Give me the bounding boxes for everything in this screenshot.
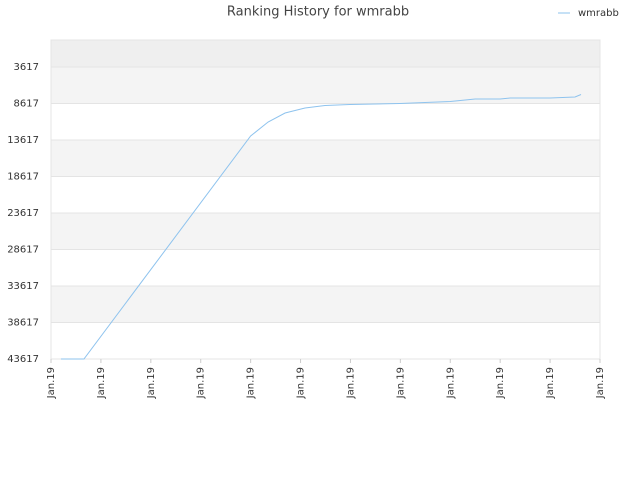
- x-tick-label: Jan.19: [146, 367, 157, 399]
- x-tick-label: Jan.19: [196, 367, 207, 399]
- band: [51, 176, 600, 214]
- x-tick-label: Jan.19: [46, 367, 57, 399]
- x-tick-label: Jan.19: [246, 367, 257, 399]
- y-tick-label: 23617: [7, 208, 39, 219]
- y-tick-label: 43617: [7, 354, 39, 365]
- y-tick-label: 13617: [7, 135, 39, 146]
- chart-title: Ranking History for wmrabb: [227, 5, 409, 20]
- band: [51, 67, 600, 104]
- band: [51, 213, 600, 250]
- y-tick-label: 28617: [7, 245, 39, 256]
- y-tick-label: 3617: [14, 62, 39, 73]
- band: [51, 322, 600, 359]
- y-tick-label: 8617: [14, 99, 39, 110]
- y-tick-label: 18617: [7, 172, 39, 183]
- x-tick-label: Jan.19: [495, 367, 506, 399]
- x-tick-label: Jan.19: [296, 367, 307, 399]
- band: [51, 249, 600, 287]
- x-tick-label: Jan.19: [345, 367, 356, 399]
- legend-label: wmrabb: [578, 8, 619, 19]
- band: [51, 286, 600, 323]
- band: [51, 140, 600, 177]
- x-tick-label: Jan.19: [545, 367, 556, 399]
- y-tick-label: 38617: [7, 318, 39, 329]
- x-tick-label: Jan.19: [445, 367, 456, 399]
- x-tick-label: Jan.19: [96, 367, 107, 399]
- line: [60, 94, 582, 360]
- x-tick-label: Jan.19: [395, 367, 406, 399]
- x-tick-label: Jan.19: [595, 367, 606, 399]
- band: [51, 40, 600, 68]
- band: [51, 103, 600, 141]
- y-tick-label: 33617: [7, 281, 39, 292]
